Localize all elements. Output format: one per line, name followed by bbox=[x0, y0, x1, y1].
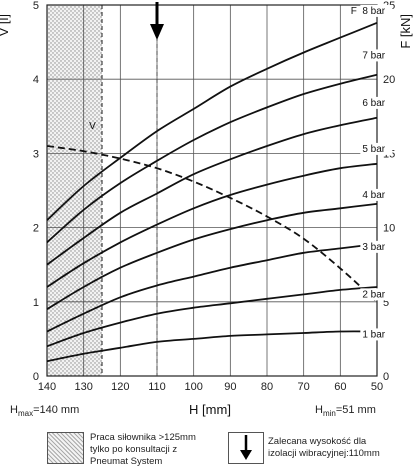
curve-label: 6 bar bbox=[362, 98, 385, 109]
x-tick-label: 140 bbox=[38, 381, 56, 393]
y-left-tick-label: 5 bbox=[33, 0, 39, 12]
y-right-tick-label: 10 bbox=[383, 223, 395, 235]
force-curve-series bbox=[46, 73, 378, 244]
y-left-tick-label: 4 bbox=[33, 74, 39, 86]
curve-label-bg bbox=[360, 142, 393, 155]
hatch-legend-swatch bbox=[47, 432, 84, 464]
curve-label: 3 bar bbox=[362, 242, 385, 253]
y-left-title: V [l] bbox=[0, 14, 11, 36]
curve-label-bg bbox=[360, 240, 393, 253]
y-right-tick-label: 0 bbox=[383, 371, 389, 383]
hatch-legend-text: Praca siłownika >125mm tylko po konsulta… bbox=[90, 432, 196, 467]
y-right-title: F [kN] bbox=[398, 14, 413, 49]
hatched-area bbox=[47, 5, 102, 376]
x-tick-label: 80 bbox=[261, 381, 273, 393]
force-curve-series bbox=[46, 286, 378, 348]
curve-label: 8 bar bbox=[362, 6, 385, 17]
force-curve-series bbox=[46, 330, 378, 363]
curve-label: 5 bar bbox=[362, 144, 385, 155]
force-curve-series bbox=[46, 162, 378, 288]
down-arrow-icon bbox=[150, 24, 164, 40]
curve-label: 1 bar bbox=[362, 329, 385, 340]
arrow-legend-text: Zalecana wysokość dla izolacji wibracyjn… bbox=[268, 436, 380, 459]
force-curve-series bbox=[46, 116, 378, 266]
y-right-tick-label: 20 bbox=[383, 74, 395, 86]
curve-label-bg bbox=[360, 96, 393, 109]
v-marker: V bbox=[89, 121, 96, 132]
x-tick-label: 110 bbox=[148, 381, 166, 393]
f-marker: F bbox=[351, 6, 357, 17]
curve-label: 2 bar bbox=[362, 289, 385, 300]
labels-group: 1401301201101009080706050012345051015202… bbox=[33, 0, 395, 393]
h-min-label: Hmin=51 mm bbox=[315, 404, 376, 419]
x-tick-label: 90 bbox=[224, 381, 236, 393]
y-left-tick-label: 3 bbox=[33, 148, 39, 160]
force-curve-series bbox=[46, 21, 378, 221]
force-curve-series bbox=[46, 243, 378, 333]
curve-label: 4 bar bbox=[362, 190, 385, 201]
y-right-tick-label: 5 bbox=[383, 297, 389, 309]
curve-label-bg bbox=[360, 49, 393, 62]
y-left-tick-label: 0 bbox=[33, 371, 39, 383]
x-tick-label: 130 bbox=[74, 381, 92, 393]
volume-curve-series bbox=[46, 145, 378, 303]
y-left-tick-label: 2 bbox=[33, 223, 39, 235]
x-tick-label: 70 bbox=[298, 381, 310, 393]
x-axis-title: H [mm] bbox=[189, 402, 231, 417]
curve-label-bg bbox=[360, 328, 393, 341]
x-tick-label: 120 bbox=[111, 381, 129, 393]
curve-label-bg bbox=[360, 188, 393, 201]
down-arrow-icon bbox=[240, 435, 252, 460]
hatched-region bbox=[47, 5, 103, 376]
curve-label-bg bbox=[360, 288, 393, 301]
curve-label: 7 bar bbox=[362, 50, 385, 61]
x-tick-label: 60 bbox=[334, 381, 346, 393]
x-tick-label: 50 bbox=[371, 381, 383, 393]
h-max-label: Hmax=140 mm bbox=[10, 404, 80, 419]
arrow-legend-swatch bbox=[228, 432, 264, 464]
curve-label-bg bbox=[360, 4, 393, 17]
series-group bbox=[46, 2, 378, 376]
force-curve-series bbox=[46, 203, 378, 310]
y-left-tick-label: 1 bbox=[33, 297, 39, 309]
x-tick-label: 100 bbox=[184, 381, 202, 393]
